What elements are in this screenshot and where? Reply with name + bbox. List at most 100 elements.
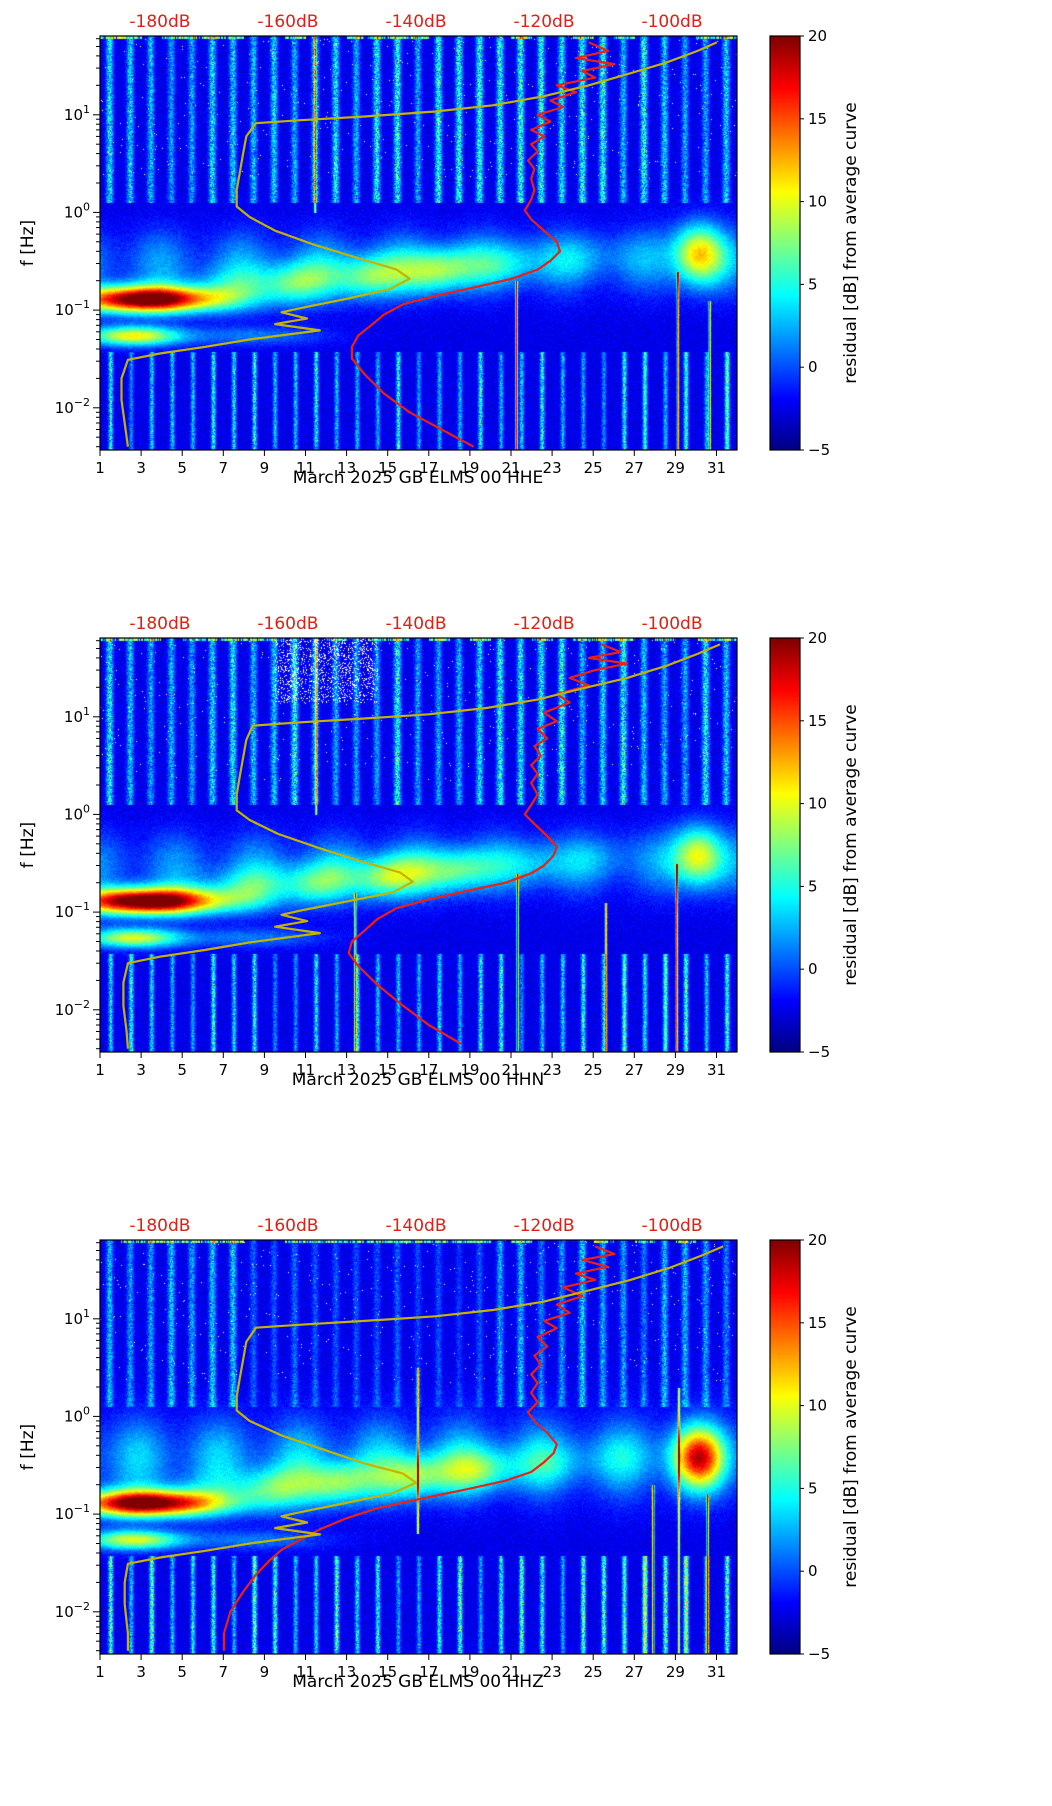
svg-text:1: 1 — [95, 1061, 105, 1079]
svg-text:23: 23 — [543, 1663, 562, 1681]
svg-text:101: 101 — [64, 705, 90, 726]
y-axis-label: f [Hz] — [18, 821, 38, 869]
y-axis-tick-labels: 101 100 10−1 10−2 — [55, 1307, 90, 1621]
svg-text:15: 15 — [808, 712, 827, 730]
svg-text:100: 100 — [64, 1404, 90, 1425]
svg-text:7: 7 — [219, 459, 229, 477]
svg-text:5: 5 — [177, 1663, 187, 1681]
colorbar-ticks — [800, 1239, 804, 1655]
svg-text:20: 20 — [808, 27, 827, 45]
svg-text:-180dB: -180dB — [129, 12, 190, 32]
x-axis-label: March 2025 GB ELMS 00 HHZ — [292, 1672, 544, 1692]
svg-text:29: 29 — [666, 459, 685, 477]
svg-text:27: 27 — [625, 459, 644, 477]
svg-text:3: 3 — [136, 1061, 146, 1079]
svg-text:5: 5 — [177, 1061, 187, 1079]
y-axis-tick-labels: 101 100 10−1 10−2 — [55, 103, 90, 417]
y-axis-tick-labels: 101 100 10−1 10−2 — [55, 705, 90, 1019]
svg-text:-140dB: -140dB — [385, 1216, 446, 1236]
y-axis-label: f [Hz] — [18, 1423, 38, 1471]
svg-text:9: 9 — [260, 1061, 270, 1079]
spectrogram-heatmap-hhe — [100, 36, 737, 450]
colorbar-tick-labels: 20 15 10 5 0 −5 — [808, 629, 830, 1061]
svg-text:25: 25 — [584, 1663, 603, 1681]
y-axis-ticks — [93, 38, 100, 448]
x-axis-ticks — [99, 450, 717, 456]
spectrogram-heatmap-hhn — [100, 638, 737, 1052]
svg-text:1: 1 — [95, 459, 105, 477]
svg-text:-100dB: -100dB — [641, 1216, 702, 1236]
svg-text:−5: −5 — [808, 1645, 830, 1663]
svg-text:27: 27 — [625, 1061, 644, 1079]
svg-text:25: 25 — [584, 459, 603, 477]
svg-text:23: 23 — [543, 459, 562, 477]
svg-text:-160dB: -160dB — [257, 12, 318, 32]
svg-text:-120dB: -120dB — [513, 12, 574, 32]
colorbar-gradient — [770, 638, 800, 1052]
svg-text:-180dB: -180dB — [129, 1216, 190, 1236]
svg-text:−5: −5 — [808, 441, 830, 459]
svg-text:20: 20 — [808, 1231, 827, 1249]
svg-text:1: 1 — [95, 1663, 105, 1681]
svg-text:20: 20 — [808, 629, 827, 647]
svg-text:10: 10 — [808, 193, 827, 211]
colorbar-ticks — [800, 637, 804, 1053]
top-db-axis-labels: -180dB -160dB -140dB -120dB -100dB — [129, 614, 702, 634]
top-db-axis-labels: -180dB -160dB -140dB -120dB -100dB — [129, 1216, 702, 1236]
svg-text:-180dB: -180dB — [129, 614, 190, 634]
svg-text:5: 5 — [808, 1479, 818, 1497]
svg-text:29: 29 — [666, 1663, 685, 1681]
svg-text:-120dB: -120dB — [513, 1216, 574, 1236]
panel-hhz: -180dB -160dB -140dB -120dB -100dB 1 3 5 7 9 11 13 1… — [0, 1204, 1052, 1806]
svg-text:15: 15 — [808, 1314, 827, 1332]
svg-text:10−1: 10−1 — [55, 900, 90, 921]
colorbar-gradient — [770, 1240, 800, 1654]
colorbar-tick-labels: 20 15 10 5 0 −5 — [808, 1231, 830, 1663]
svg-text:7: 7 — [219, 1061, 229, 1079]
svg-text:9: 9 — [260, 1663, 270, 1681]
svg-text:0: 0 — [808, 960, 818, 978]
svg-text:25: 25 — [584, 1061, 603, 1079]
svg-text:5: 5 — [808, 275, 818, 293]
y-axis-ticks — [93, 640, 100, 1050]
svg-text:10−1: 10−1 — [55, 1502, 90, 1523]
svg-text:10−1: 10−1 — [55, 298, 90, 319]
svg-text:9: 9 — [260, 459, 270, 477]
y-axis-ticks — [93, 1242, 100, 1652]
spectrogram-heatmap-hhz — [100, 1240, 737, 1654]
colorbar-tick-labels: 20 15 10 5 0 −5 — [808, 27, 830, 459]
svg-text:5: 5 — [177, 459, 187, 477]
svg-text:7: 7 — [219, 1663, 229, 1681]
svg-text:0: 0 — [808, 358, 818, 376]
svg-text:0: 0 — [808, 1562, 818, 1580]
svg-text:-140dB: -140dB — [385, 12, 446, 32]
svg-text:−5: −5 — [808, 1043, 830, 1061]
svg-text:-100dB: -100dB — [641, 614, 702, 634]
svg-text:31: 31 — [707, 1663, 726, 1681]
svg-text:101: 101 — [64, 103, 90, 124]
svg-text:27: 27 — [625, 1663, 644, 1681]
svg-text:15: 15 — [808, 110, 827, 128]
x-axis-label: March 2025 GB ELMS 00 HHE — [292, 468, 544, 488]
colorbar-label: residual [dB] from average curve — [841, 102, 861, 384]
colorbar-label: residual [dB] from average curve — [841, 1306, 861, 1588]
svg-text:10: 10 — [808, 1397, 827, 1415]
colorbar-gradient — [770, 36, 800, 450]
svg-text:31: 31 — [707, 1061, 726, 1079]
svg-text:10−2: 10−2 — [55, 1600, 90, 1621]
svg-text:-160dB: -160dB — [257, 614, 318, 634]
top-db-axis-labels: -180dB -160dB -140dB -120dB -100dB — [129, 12, 702, 32]
svg-text:10−2: 10−2 — [55, 998, 90, 1019]
svg-text:23: 23 — [543, 1061, 562, 1079]
svg-text:101: 101 — [64, 1307, 90, 1328]
svg-text:10: 10 — [808, 795, 827, 813]
svg-text:29: 29 — [666, 1061, 685, 1079]
x-axis-label: March 2025 GB ELMS 00 HHN — [291, 1070, 545, 1090]
svg-text:3: 3 — [136, 1663, 146, 1681]
colorbar-label: residual [dB] from average curve — [841, 704, 861, 986]
panel-hhn: -180dB -160dB -140dB -120dB -100dB 1 3 5 7 9 11 13 1… — [0, 602, 1052, 1204]
colorbar-ticks — [800, 35, 804, 451]
svg-text:5: 5 — [808, 877, 818, 895]
svg-text:-100dB: -100dB — [641, 12, 702, 32]
